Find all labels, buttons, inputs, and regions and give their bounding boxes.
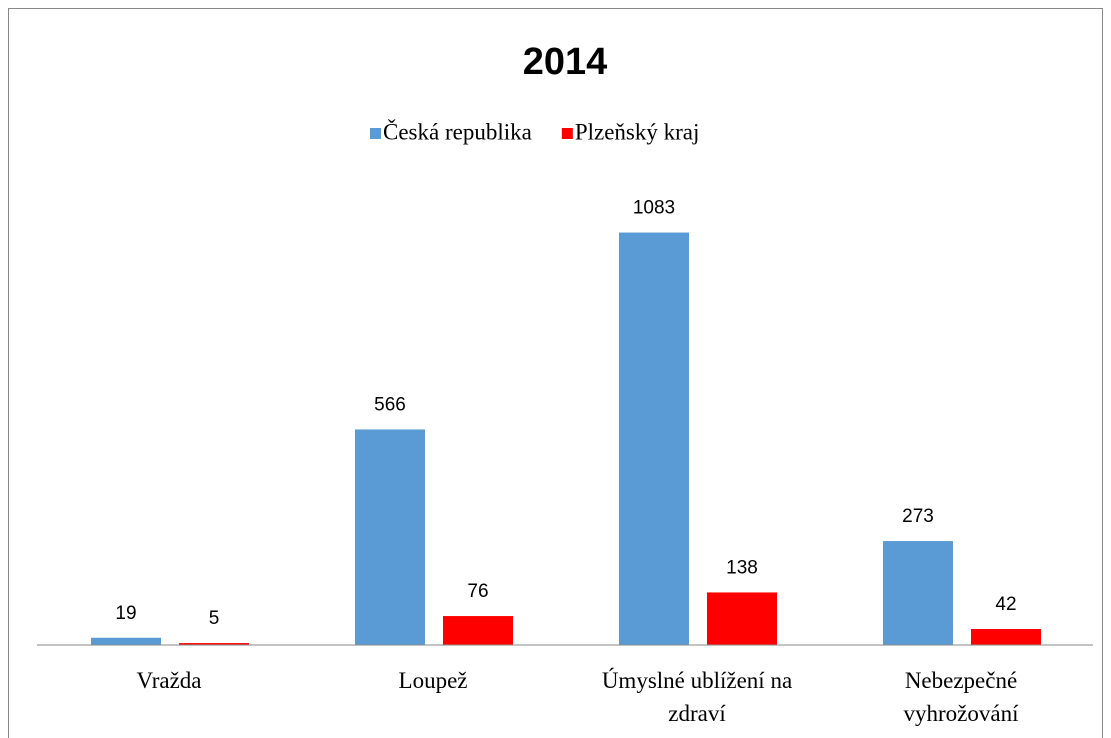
x-tick-label: Nebezpečné vyhrožování — [903, 668, 1019, 726]
x-tick-label: Vražda — [136, 668, 202, 693]
value-label: 1083 — [633, 198, 675, 219]
bar — [619, 232, 689, 645]
bar — [971, 629, 1041, 645]
bar — [883, 541, 953, 645]
bar — [355, 429, 425, 645]
value-label: 273 — [902, 506, 934, 527]
chart-title: 2014 — [523, 41, 608, 83]
bar — [91, 637, 161, 645]
value-label: 76 — [467, 581, 488, 602]
value-label: 19 — [115, 603, 136, 624]
bar — [179, 643, 249, 645]
legend-label: Plzeňský kraj — [575, 119, 700, 144]
bar — [707, 592, 777, 645]
legend-swatch — [370, 128, 381, 139]
value-label: 138 — [726, 557, 758, 578]
value-label: 42 — [995, 594, 1016, 615]
value-label: 5 — [209, 608, 220, 629]
value-label: 566 — [374, 394, 406, 415]
legend-label: Česká republika — [383, 118, 532, 144]
x-tick-label: Loupež — [398, 668, 468, 693]
bar — [443, 616, 513, 645]
x-tick-label: Úmyslné ublížení na zdraví — [601, 668, 793, 726]
legend-swatch — [561, 128, 573, 139]
